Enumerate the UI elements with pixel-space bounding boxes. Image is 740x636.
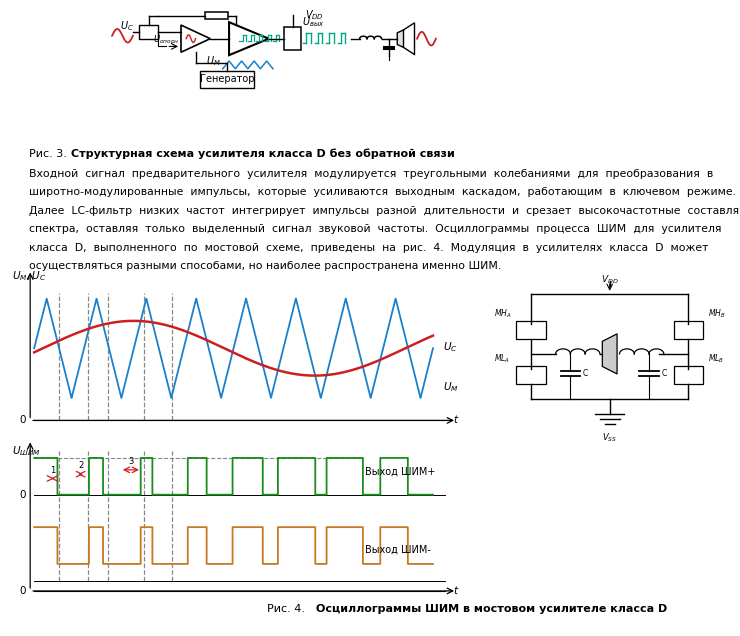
Text: $U_M$: $U_M$ xyxy=(206,54,221,67)
Text: $MH_A$: $MH_A$ xyxy=(494,308,512,320)
Text: 1: 1 xyxy=(50,466,56,474)
Bar xyxy=(139,25,158,39)
Text: 3: 3 xyxy=(128,457,133,466)
Text: спектра,  оставляя  только  выделенный  сигнал  звуковой  частоты.  Осциллограмм: спектра, оставляя только выделенный сигн… xyxy=(30,225,722,234)
Text: $U_{опорн}$: $U_{опорн}$ xyxy=(153,34,180,47)
Text: $U_M$: $U_M$ xyxy=(443,380,459,394)
Text: C: C xyxy=(662,370,667,378)
Bar xyxy=(517,366,546,384)
Text: $ML_A$: $ML_A$ xyxy=(494,353,511,365)
Text: Структурная схема усилителя класса D без обратной связи: Структурная схема усилителя класса D без… xyxy=(70,149,454,159)
Bar xyxy=(205,13,228,19)
Text: t: t xyxy=(453,586,457,596)
Text: $V_{DD}$: $V_{DD}$ xyxy=(601,273,619,286)
Text: $U_C$: $U_C$ xyxy=(443,340,457,354)
Text: $U_C$: $U_C$ xyxy=(120,19,134,33)
Bar xyxy=(284,27,301,50)
Text: C: C xyxy=(582,370,588,378)
Text: 0: 0 xyxy=(19,415,25,425)
Text: Выход ШИМ-: Выход ШИМ- xyxy=(365,545,431,555)
Text: Осциллограммы ШИМ в мостовом усилителе класса D: Осциллограммы ШИМ в мостовом усилителе к… xyxy=(315,604,667,614)
Text: $ML_B$: $ML_B$ xyxy=(708,353,724,365)
Bar xyxy=(673,321,703,339)
Text: Рис. 4.: Рис. 4. xyxy=(267,604,312,614)
Text: $MH_B$: $MH_B$ xyxy=(708,308,726,320)
Text: $U_{вых}$: $U_{вых}$ xyxy=(303,15,325,29)
Bar xyxy=(673,366,703,384)
Text: осуществляться разными способами, но наиболее распространена именно ШИМ.: осуществляться разными способами, но наи… xyxy=(30,261,502,271)
Bar xyxy=(517,321,546,339)
Polygon shape xyxy=(397,30,403,48)
Text: $V_{DD}$: $V_{DD}$ xyxy=(306,8,324,22)
Polygon shape xyxy=(602,334,617,374)
Text: t: t xyxy=(453,415,457,425)
Text: Рис. 3.: Рис. 3. xyxy=(30,149,74,159)
Text: широтно-модулированные  импульсы,  которые  усиливаются  выходным  каскадом,  ра: широтно-модулированные импульсы, которые… xyxy=(30,188,736,197)
Text: $U_{ШИМ}$: $U_{ШИМ}$ xyxy=(13,445,41,459)
Text: Генератор: Генератор xyxy=(200,74,255,85)
Text: 0: 0 xyxy=(19,490,25,500)
Text: $V_{SS}$: $V_{SS}$ xyxy=(602,432,617,444)
Bar xyxy=(200,71,254,88)
Text: Далее  LC-фильтр  низких  частот  интегрирует  импульсы  разной  длительности  и: Далее LC-фильтр низких частот интегрируе… xyxy=(30,206,740,216)
Text: Выход ШИМ+: Выход ШИМ+ xyxy=(365,467,436,477)
Text: $U_M, U_C$: $U_M, U_C$ xyxy=(13,269,47,283)
Text: 2: 2 xyxy=(78,461,84,471)
Text: класса  D,  выполненного  по  мостовой  схеме,  приведены  на  рис.  4.  Модуляц: класса D, выполненного по мостовой схеме… xyxy=(30,243,709,252)
Text: 0: 0 xyxy=(19,586,25,596)
Text: Входной  сигнал  предварительного  усилителя  модулируется  треугольными  колеба: Входной сигнал предварительного усилител… xyxy=(30,169,713,179)
